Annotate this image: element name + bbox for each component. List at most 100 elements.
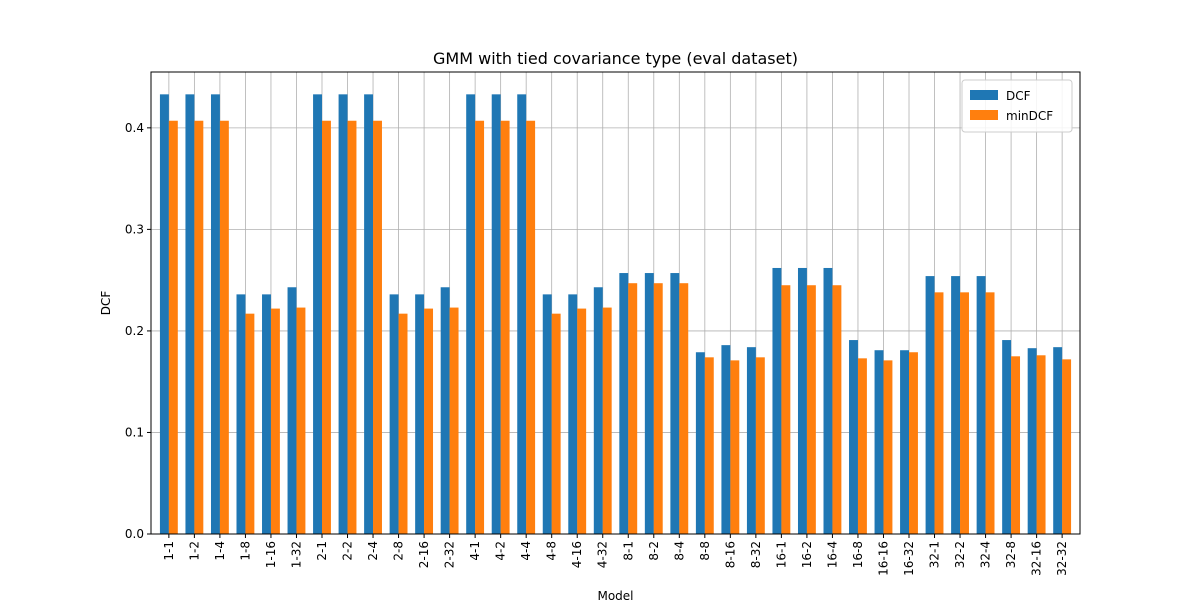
bar-mindcf-2-8: [398, 313, 408, 534]
bar-dcf-4-16: [568, 294, 578, 534]
x-tick-label: 8-8: [698, 541, 712, 561]
x-axis-title: Model: [597, 589, 633, 600]
bar-dcf-2-16: [415, 294, 425, 534]
bar-mindcf-4-8: [551, 313, 561, 534]
bar-mindcf-4-16: [577, 308, 587, 534]
x-tick-label: 16-32: [902, 541, 916, 576]
legend-label-mindcf: minDCF: [1006, 109, 1053, 123]
x-tick-label: 8-2: [647, 541, 661, 561]
bar-dcf-4-2: [491, 94, 501, 534]
x-tick-label: 2-8: [392, 541, 406, 561]
bar-mindcf-32-32: [1062, 359, 1072, 534]
bar-dcf-2-32: [440, 287, 450, 534]
bar-mindcf-8-2: [653, 283, 663, 534]
bar-dcf-1-8: [236, 294, 246, 534]
bar-mindcf-16-32: [909, 352, 918, 534]
bar-dcf-32-2: [951, 276, 961, 534]
x-tick-label: 2-4: [366, 541, 380, 561]
bar-dcf-1-4: [210, 94, 220, 534]
axes-frame: [150, 71, 1081, 535]
bar-mindcf-8-8: [704, 357, 714, 534]
bar-dcf-32-1: [925, 276, 935, 534]
x-tick-label: 2-2: [341, 541, 355, 561]
x-tick-label: 8-4: [672, 541, 686, 561]
bar-mindcf-16-8: [857, 358, 867, 534]
bar-mindcf-2-2: [347, 120, 357, 534]
bar-mindcf-4-2: [500, 120, 510, 534]
bar-mindcf-4-1: [475, 120, 485, 534]
bar-mindcf-1-2: [194, 120, 204, 534]
y-ticks: 0.0 0.1 0.2 0.3 0.4: [125, 121, 151, 541]
y-tick-label: 0.1: [125, 425, 144, 439]
legend: DCF minDCF: [961, 79, 1073, 133]
x-tick-label: 4-32: [596, 541, 610, 568]
bar-mindcf-1-16: [270, 308, 280, 534]
x-tick-label: 32-2: [953, 541, 967, 568]
bar-mindcf-2-1: [321, 120, 331, 534]
x-tick-label: 1-2: [187, 541, 201, 561]
y-tick-label: 0.2: [125, 324, 144, 338]
x-tick-label: 4-2: [494, 541, 508, 561]
bars: [159, 94, 1072, 534]
x-tick-label: 8-1: [621, 541, 635, 561]
x-ticks: 1-1 1-2 1-4 1-8 1-16 1-32 2-1 2-2 2-4 2-8 2-16 2-32…: [162, 534, 1069, 576]
x-tick-label: 16-2: [800, 541, 814, 568]
x-tick-label: 2-16: [417, 541, 431, 568]
bar-mindcf-4-4: [526, 120, 536, 534]
bar-mindcf-8-16: [730, 360, 740, 534]
bar-mindcf-32-4: [985, 292, 995, 534]
x-tick-label: 32-8: [1004, 541, 1018, 568]
bar-mindcf-16-16: [883, 360, 893, 534]
y-tick-label: 0.3: [125, 222, 144, 236]
bar-dcf-32-4: [976, 276, 986, 534]
bar-mindcf-1-32: [296, 307, 306, 534]
bar-dcf-16-1: [772, 267, 782, 534]
legend-box: [961, 79, 1073, 133]
bar-dcf-2-2: [338, 94, 348, 534]
x-tick-label: 32-32: [1055, 541, 1069, 576]
bar-dcf-8-2: [644, 273, 654, 534]
bar-dcf-8-1: [619, 273, 629, 534]
x-tick-label: 4-16: [570, 541, 584, 568]
x-tick-label: 4-8: [545, 541, 559, 561]
chart-title: GMM with tied covariance type (eval data…: [433, 49, 798, 68]
bar-dcf-16-32: [900, 350, 910, 534]
x-tick-label: 1-32: [289, 541, 303, 568]
x-tick-label: 1-16: [264, 541, 278, 568]
bar-dcf-1-1: [159, 94, 169, 534]
bar-dcf-32-32: [1053, 347, 1063, 534]
bar-dcf-2-8: [389, 294, 399, 534]
bar-dcf-1-32: [287, 287, 297, 534]
bar-dcf-16-4: [823, 267, 833, 534]
bar-dcf-16-16: [874, 350, 884, 534]
y-tick-label: 0.4: [125, 121, 144, 135]
x-tick-label: 1-1: [162, 541, 176, 561]
bar-dcf-8-4: [670, 273, 680, 534]
x-tick-label: 32-4: [979, 541, 993, 568]
bar-mindcf-8-32: [755, 357, 765, 534]
bar-dcf-1-16: [262, 294, 271, 534]
y-tick-label: 0.0: [125, 527, 144, 541]
x-tick-label: 4-1: [468, 541, 482, 561]
legend-label-dcf: DCF: [1006, 89, 1031, 103]
bar-dcf-8-32: [746, 347, 756, 534]
bar-mindcf-1-1: [168, 120, 178, 534]
bar-mindcf-16-1: [781, 285, 791, 534]
bar-mindcf-32-8: [1011, 356, 1021, 534]
bar-dcf-4-4: [517, 94, 527, 534]
bar-mindcf-2-4: [373, 120, 382, 534]
x-tick-label: 16-4: [825, 541, 839, 568]
bar-dcf-4-32: [593, 287, 603, 534]
bar-dcf-32-8: [1002, 340, 1012, 534]
bar-dcf-8-16: [721, 345, 731, 534]
bar-mindcf-4-32: [602, 307, 612, 534]
bar-dcf-4-1: [466, 94, 476, 534]
x-tick-label: 4-4: [519, 541, 533, 561]
x-tick-label: 1-4: [213, 541, 227, 561]
x-tick-label: 16-16: [876, 541, 890, 576]
bar-dcf-1-2: [185, 94, 195, 534]
x-tick-label: 8-32: [749, 541, 763, 568]
bar-mindcf-2-16: [424, 308, 434, 534]
bar-dcf-16-2: [797, 267, 807, 534]
